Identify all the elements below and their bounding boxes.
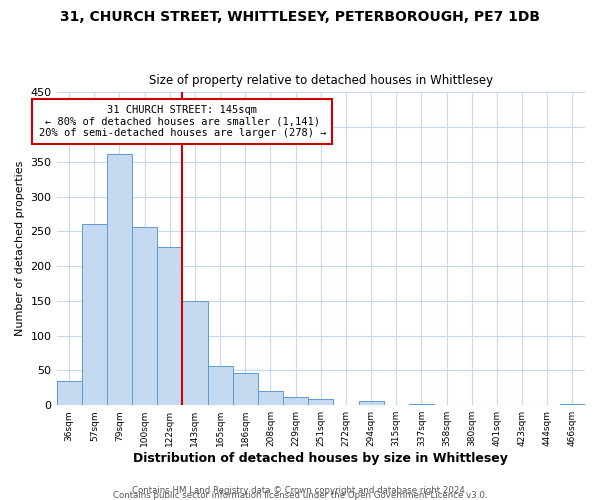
Text: Contains public sector information licensed under the Open Government Licence v3: Contains public sector information licen… (113, 491, 487, 500)
Bar (82, 224, 107, 405)
Bar (560, 404, 585, 405)
Bar (182, 301, 208, 405)
Bar (132, 226, 157, 405)
Bar (56, 381, 82, 405)
Bar (283, 397, 308, 405)
Bar (308, 399, 334, 405)
Bar (157, 246, 182, 405)
Bar (409, 404, 434, 405)
Y-axis label: Number of detached properties: Number of detached properties (15, 161, 25, 336)
Text: 31 CHURCH STREET: 145sqm
← 80% of detached houses are smaller (1,141)
20% of sem: 31 CHURCH STREET: 145sqm ← 80% of detach… (38, 105, 326, 138)
Title: Size of property relative to detached houses in Whittlesey: Size of property relative to detached ho… (149, 74, 493, 87)
Bar (233, 373, 258, 405)
Text: 31, CHURCH STREET, WHITTLESEY, PETERBOROUGH, PE7 1DB: 31, CHURCH STREET, WHITTLESEY, PETERBORO… (60, 10, 540, 24)
Bar (359, 401, 383, 405)
Bar (107, 154, 132, 405)
X-axis label: Distribution of detached houses by size in Whittlesey: Distribution of detached houses by size … (133, 452, 508, 465)
Text: Contains HM Land Registry data © Crown copyright and database right 2024.: Contains HM Land Registry data © Crown c… (132, 486, 468, 495)
Bar (208, 366, 233, 405)
Bar (258, 392, 283, 405)
